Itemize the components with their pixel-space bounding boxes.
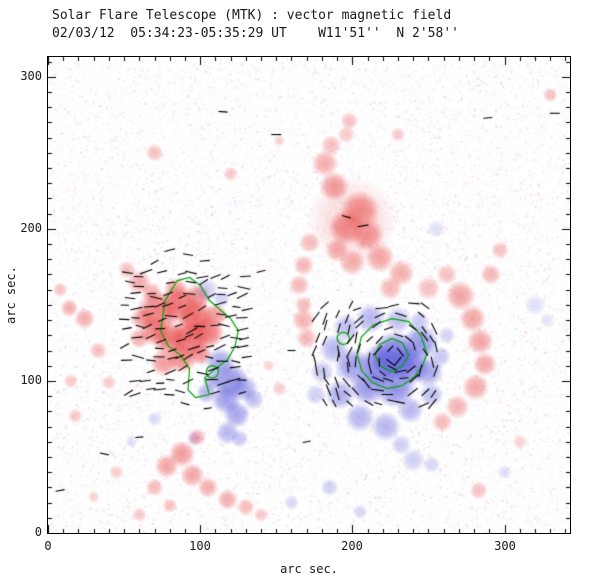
x-axis-label: arc sec. bbox=[280, 562, 338, 576]
figure-subtitle-datetime: 02/03/12 05:34:23-05:35:29 UT W11'51'' N… bbox=[52, 26, 459, 41]
y-tick-label: 0 bbox=[34, 525, 42, 539]
y-tick-label: 200 bbox=[20, 221, 42, 235]
plot-frame bbox=[47, 56, 571, 534]
x-tick-label: 100 bbox=[189, 539, 211, 553]
magnetogram-canvas bbox=[48, 57, 570, 533]
figure-title: Solar Flare Telescope (MTK) : vector mag… bbox=[52, 8, 452, 23]
x-tick-label: 200 bbox=[341, 539, 363, 553]
x-tick-label: 300 bbox=[494, 539, 516, 553]
y-tick-label: 300 bbox=[20, 69, 42, 83]
y-tick-label: 100 bbox=[20, 373, 42, 387]
y-axis-label: arc sec. bbox=[4, 266, 18, 324]
x-tick-label: 0 bbox=[44, 539, 52, 553]
